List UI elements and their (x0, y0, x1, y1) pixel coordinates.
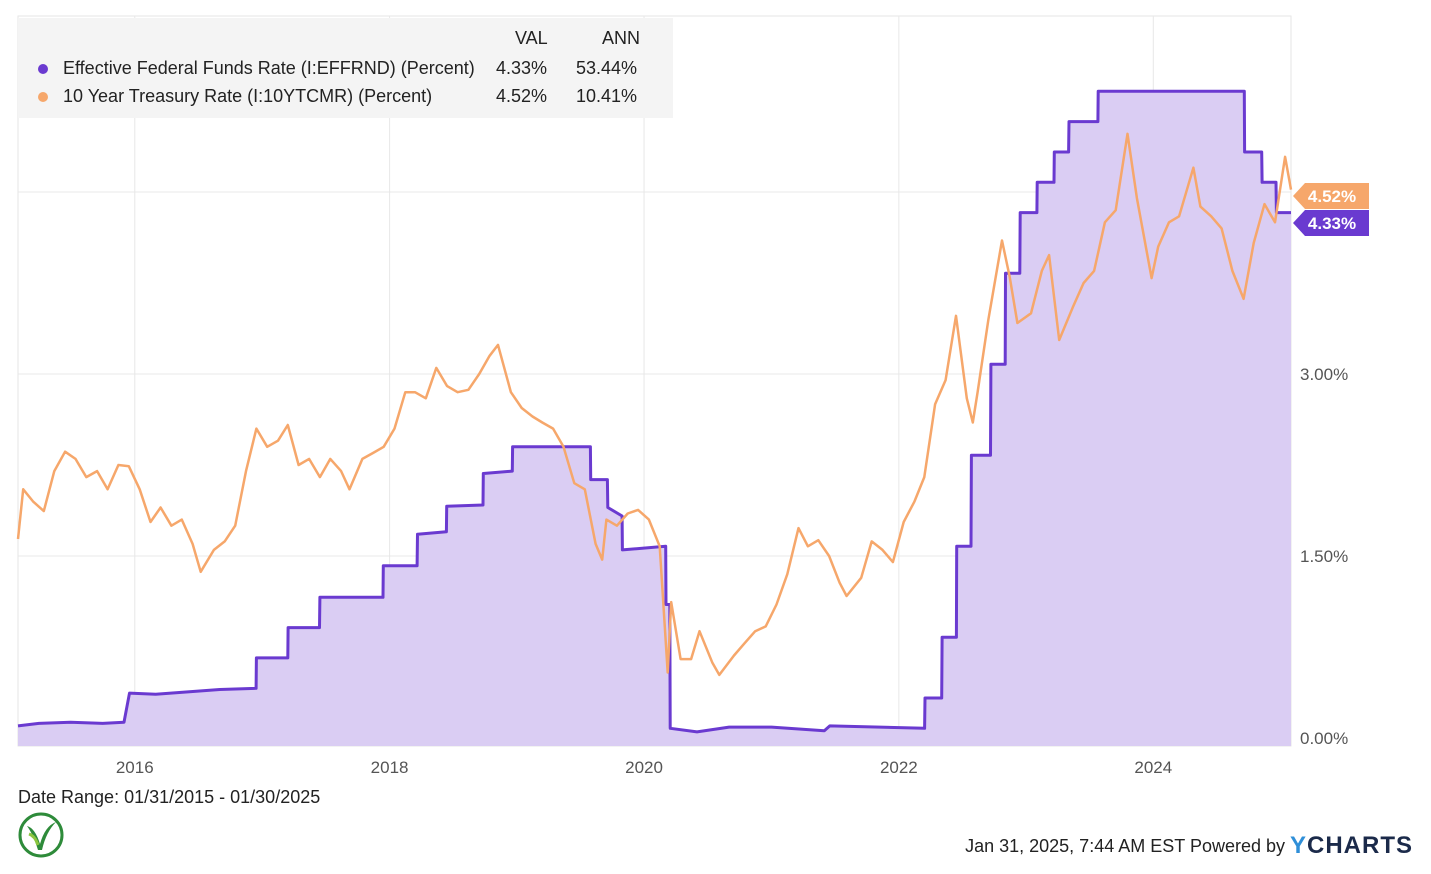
x-tick-label: 2018 (371, 758, 409, 777)
end-label-1: 4.52% (1293, 183, 1369, 209)
end-labels: 4.52% 4.33% (1293, 183, 1369, 236)
powered-by: Powered by (1189, 836, 1285, 856)
end-label-text: 4.52% (1308, 187, 1356, 206)
legend-dot-icon (38, 64, 48, 74)
series-line-1[interactable] (16, 132, 1293, 677)
legend-header-ann: ANN (602, 28, 641, 48)
line-layer (16, 89, 1293, 734)
legend: VAL ANN Effective Federal Funds Rate (I:… (18, 18, 673, 118)
end-label-badge (1293, 210, 1369, 236)
end-label-text: 4.33% (1308, 214, 1356, 233)
legend-dot-icon (38, 92, 48, 102)
brand-y: Y (1290, 832, 1308, 859)
footer-timestamp: Jan 31, 2025, 7:44 AM EST Powered by (965, 836, 1285, 857)
ycharts-logo-icon (18, 812, 64, 858)
x-tick-label: 2020 (625, 758, 663, 777)
end-label-badge (1293, 183, 1369, 209)
series-line-0[interactable] (17, 89, 1291, 734)
x-tick-label: 2022 (880, 758, 918, 777)
legend-label: 10 Year Treasury Rate (I:10YTCMR) (Perce… (63, 86, 433, 106)
legend-value: 4.52% (495, 86, 547, 106)
x-tick-label: 2024 (1134, 758, 1172, 777)
legend-annual: 10.41% (575, 86, 637, 106)
timestamp: Jan 31, 2025, 7:44 AM EST (965, 836, 1185, 856)
end-label-0: 4.33% (1293, 210, 1369, 236)
tick-labels: 2016 2018 2020 2022 2024 0.00% 1.50% 3.00% (116, 365, 1348, 777)
legend-annual: 53.44% (575, 58, 637, 78)
legend-header-val: VAL (515, 28, 548, 48)
area-layer (18, 91, 1291, 747)
legend-entry-fed-funds[interactable]: Effective Federal Funds Rate (I:EFFRND) … (18, 56, 673, 82)
y-tick-label: 3.00% (1300, 365, 1348, 384)
legend-value: 4.33% (495, 58, 547, 78)
ycharts-brand[interactable]: YCHARTS (1290, 832, 1413, 860)
legend-label: Effective Federal Funds Rate (I:EFFRND) … (63, 58, 475, 78)
y-tick-label: 1.50% (1300, 547, 1348, 566)
x-tick-label: 2016 (116, 758, 154, 777)
brand-rest: CHARTS (1307, 832, 1414, 859)
date-range: Date Range: 01/31/2015 - 01/30/2025 (18, 787, 321, 807)
series-area-0 (18, 91, 1291, 747)
legend-entry-treasury[interactable]: 10 Year Treasury Rate (I:10YTCMR) (Perce… (18, 84, 673, 110)
y-tick-label: 0.00% (1300, 729, 1348, 748)
